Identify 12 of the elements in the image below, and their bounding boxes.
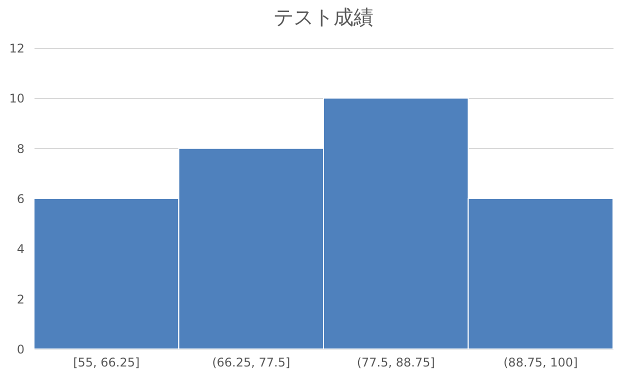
x-tick-label: [55, 66.25] — [73, 356, 140, 370]
y-tick-label: 0 — [16, 342, 24, 356]
y-tick-label: 6 — [16, 192, 24, 206]
y-tick-label: 2 — [16, 292, 24, 306]
x-tick-label: (77.5, 88.75] — [356, 356, 435, 370]
y-tick-label: 8 — [16, 142, 24, 156]
x-tick-label: (88.75, 100] — [504, 356, 578, 370]
y-tick-label: 12 — [9, 42, 24, 56]
x-tick-label: (66.25, 77.5] — [212, 356, 290, 370]
chart-title: テスト成績 — [274, 5, 374, 29]
y-tick-label: 4 — [16, 242, 24, 256]
y-tick-label: 10 — [9, 92, 24, 106]
